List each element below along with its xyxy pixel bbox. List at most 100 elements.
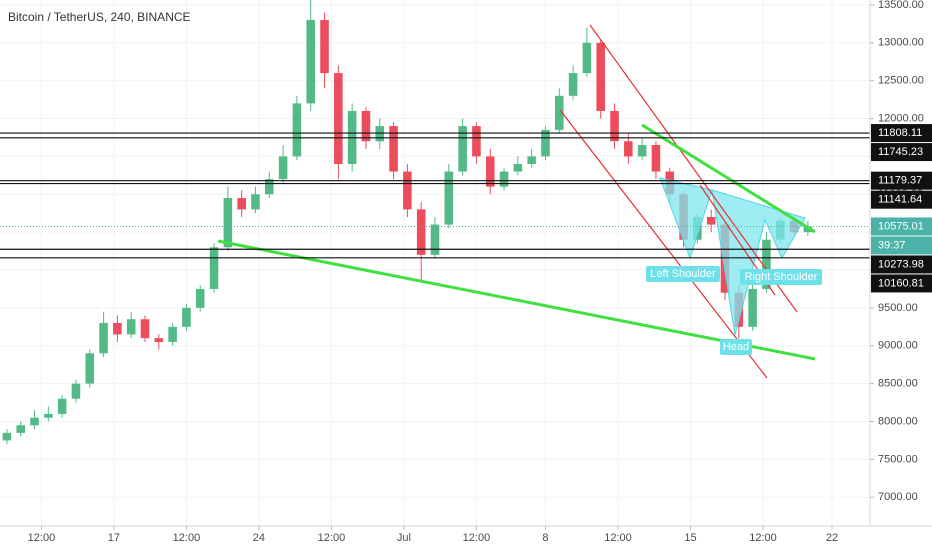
candle-body (375, 126, 385, 142)
candle-body (320, 20, 329, 74)
trend-line (641, 123, 816, 234)
candle-body (762, 239, 771, 289)
y-tick-label: 12000.00 (878, 112, 924, 124)
annotation-box (646, 266, 720, 282)
candle-body (223, 198, 233, 248)
x-tick-label: 12:00 (463, 532, 491, 544)
x-tick-label: 12:00 (749, 532, 777, 544)
price-label-box (871, 236, 932, 255)
candle-body (99, 323, 108, 354)
annotation-box (720, 339, 752, 355)
candle-body (334, 73, 343, 164)
price-label-box (871, 124, 932, 143)
candle-body (44, 413, 53, 418)
price-label: 11745.23 (878, 146, 923, 158)
y-tick-label: 8000.00 (878, 415, 918, 427)
x-tick-label: 8 (542, 532, 548, 544)
candle-body (458, 126, 467, 172)
annotation: Left Shoulder (650, 268, 716, 280)
channel-line (559, 109, 768, 379)
price-label-box (871, 171, 932, 190)
x-tick-label: 17 (108, 532, 120, 544)
candle-body (430, 224, 440, 255)
chart-title: Bitcoin / TetherUS, 240, BINANCE (8, 10, 191, 24)
candle-body (444, 171, 454, 225)
price-label: 11179.37 (878, 175, 922, 187)
candle-body (596, 42, 605, 111)
price-label: 39:37 (878, 239, 906, 251)
y-tick-label: 12500.00 (878, 75, 924, 87)
candle-body (706, 216, 716, 225)
candle-body (416, 209, 426, 255)
grid (0, 0, 870, 526)
candle-body (237, 198, 246, 210)
drawings: Left Shoulder Head Right Shoulder (217, 24, 822, 379)
candle-body (555, 95, 564, 130)
candle-body (610, 110, 619, 142)
candle-body (513, 163, 523, 172)
candle-body (71, 383, 81, 399)
x-tick-label: 22 (826, 532, 838, 544)
annotation: Right Shoulder (745, 271, 818, 283)
price-label-box (871, 190, 932, 209)
annotation: Head (723, 341, 749, 353)
candle-body (361, 110, 371, 142)
candle-body (195, 288, 205, 308)
candle-body (651, 145, 661, 172)
candle-body (472, 126, 481, 157)
candle-body (85, 353, 95, 384)
y-tick-label: 13500.00 (878, 0, 924, 11)
candle-body (624, 141, 633, 157)
price-label: 11141.64 (878, 194, 922, 206)
y-tick-label: 7000.00 (878, 491, 918, 503)
x-tick-label: Jul (397, 532, 411, 544)
trend-line (217, 239, 816, 361)
candle-body (541, 129, 550, 157)
x-tick-label: 12:00 (173, 532, 201, 544)
candle-body (568, 73, 578, 96)
x-tick-label: 12:00 (28, 532, 56, 544)
price-label: 10273.98 (878, 258, 924, 270)
y-tick-label: 9500.00 (878, 302, 918, 314)
price-label-box (871, 255, 932, 274)
candle-body (389, 126, 398, 172)
candle-body (499, 171, 509, 187)
price-label: 10575.01 (878, 220, 924, 232)
channel-line (589, 24, 798, 313)
head-shoulders-pattern (659, 177, 806, 336)
candle-body (582, 42, 592, 74)
candle-body (748, 288, 757, 327)
price-label: 11808.11 (878, 127, 922, 139)
y-tick-label: 13000.00 (878, 37, 924, 49)
x-tick-label: 12:00 (604, 532, 632, 544)
candle-body (278, 156, 288, 180)
axes: 7000.00 7500.00 8000.00 8500.00 9000.00 9500.… (28, 0, 932, 544)
candle-body (168, 326, 177, 342)
price-label-box (871, 217, 932, 236)
annotation-box (740, 269, 822, 285)
candle-body (485, 156, 495, 187)
candle-body (306, 20, 315, 104)
candle-body (30, 417, 39, 426)
levels (0, 132, 870, 259)
candle-body (292, 103, 302, 157)
y-tick-label: 7500.00 (878, 453, 918, 465)
candle-body (251, 194, 260, 210)
candle-body (637, 145, 647, 157)
y-tick-label: 8500.00 (878, 378, 918, 390)
candle-body (126, 319, 136, 335)
y-tick-label: 9000.00 (878, 340, 918, 352)
x-tick-label: 12:00 (318, 532, 346, 544)
price-label-box (871, 143, 932, 162)
price-label-box (871, 274, 932, 293)
candle-body (113, 323, 122, 335)
candle-body (140, 319, 150, 339)
candle-body (57, 398, 67, 414)
candle-body (16, 425, 25, 433)
x-tick-label: 15 (684, 532, 696, 544)
candle-body (209, 247, 219, 289)
candle-body (154, 338, 164, 342)
candle-body (2, 432, 12, 441)
x-tick-label: 24 (253, 532, 265, 544)
